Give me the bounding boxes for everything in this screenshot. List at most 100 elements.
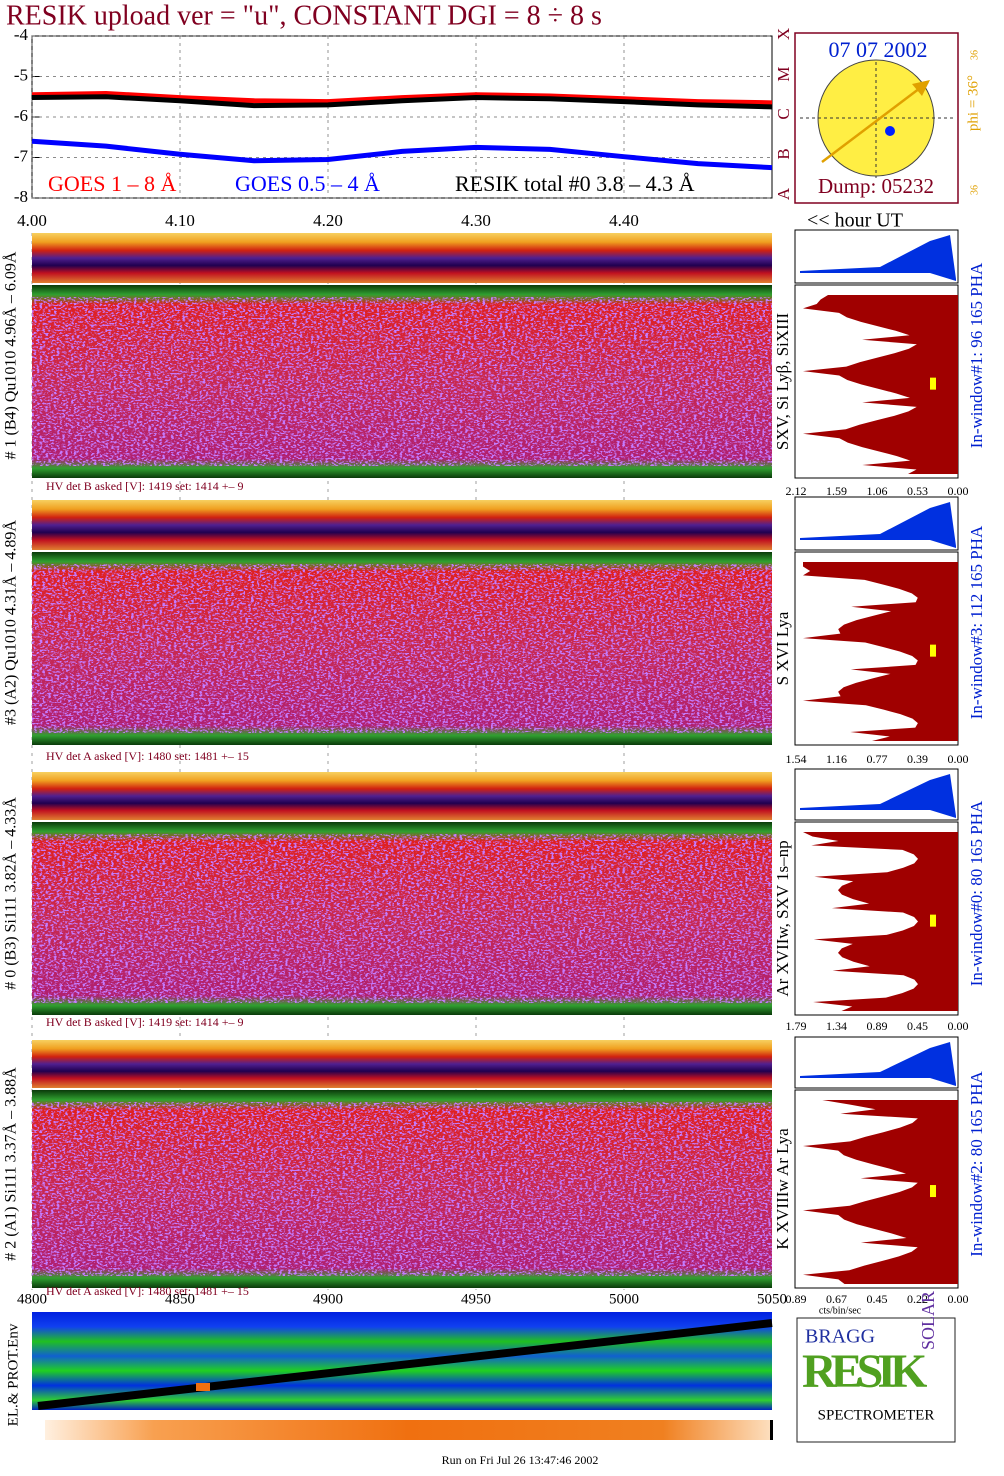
line-label: S XVI Lya: [773, 611, 792, 685]
class-label: A: [774, 187, 793, 200]
title: RESIK upload ver = "u", CONSTANT DGI = 8…: [6, 0, 602, 31]
spectrum: [803, 295, 958, 474]
window-label: In-window#3: 112 165 PHA: [967, 525, 986, 719]
pha-tick-label: 0.77: [867, 752, 888, 766]
y-tick-label: -6: [14, 106, 28, 125]
env-marker: [196, 1383, 210, 1391]
pha-tick-label: 0.53: [907, 484, 928, 498]
pha-tick-label: 1.16: [826, 752, 847, 766]
pha-counts: [800, 502, 956, 548]
class-label: X: [774, 28, 793, 40]
spectrum-marker: [930, 1185, 936, 1198]
y-tick-label: -5: [14, 65, 28, 84]
sun-scale: 36: [969, 50, 980, 60]
spectrum: [803, 562, 958, 741]
pha-tick-label: 0.45: [867, 1292, 888, 1306]
sun-date: 07 07 2002: [829, 37, 928, 62]
line-label: Ar XVIIw, SXV 1s–np: [773, 840, 792, 996]
logo-side: SOLAR: [918, 1291, 938, 1350]
sun-arrowhead: [912, 80, 930, 96]
pha-tick-label: 0.67: [826, 1292, 847, 1306]
spectrogram-noise: [32, 834, 772, 1003]
footer: Run on Fri Jul 26 13:47:46 2002: [442, 1453, 599, 1467]
pha-unit: cts/bin/sec: [819, 1305, 862, 1316]
pha-tick-label: 1.54: [786, 752, 807, 766]
pha-tick-label: 1.79: [786, 1019, 807, 1033]
spectrogram-noise: [32, 1102, 772, 1276]
pha-tick-label: 0.00: [948, 484, 969, 498]
bottom-tick-label: 4950: [461, 1291, 491, 1307]
pha-tick-label: 2.12: [786, 484, 807, 498]
window-label: In-window#2: 80 165 PHA: [967, 1070, 986, 1256]
logo-frame: [796, 1317, 956, 1443]
spectrogram-noise: [32, 297, 772, 466]
bottom-tick-label: 4800: [17, 1291, 47, 1307]
pha-counts: [800, 774, 956, 818]
logo-middle: RESIK: [802, 1345, 927, 1398]
y-tick-label: -4: [14, 25, 29, 44]
line: [31, 138, 773, 171]
spectrogram-band: [32, 772, 772, 820]
orange-bar-end: [770, 1420, 773, 1440]
pha-tick-label: 0.00: [948, 1019, 969, 1033]
legend-entry: GOES 1 – 8 Å: [48, 171, 176, 196]
x-tick-label: 4.20: [313, 211, 343, 230]
logo-bottom: SPECTROMETER: [818, 1407, 935, 1423]
pha-tick-label: 0.00: [948, 1292, 969, 1306]
pha-counts: [800, 1042, 956, 1086]
spectrogram-band: [32, 500, 772, 550]
sun-position: [885, 126, 895, 136]
panel-label: #3 (A2) Qu1010 4.31Å – 4.89Å: [2, 520, 20, 725]
orange-bar: [45, 1420, 772, 1440]
window-label: In-window#0: 80 165 PHA: [967, 800, 986, 986]
env-track: [37, 1319, 773, 1410]
sun-scale: 36: [969, 185, 980, 195]
spectrum-marker: [930, 377, 936, 390]
sun-dump: Dump: 05232: [818, 174, 934, 198]
panel-label: # 0 (B3) Si111 3.82Å – 4.33Å: [2, 797, 20, 990]
x-tick-label: 4.10: [165, 211, 195, 230]
hv-label: HV det B asked [V]: 1419 set: 1414 +– 9: [46, 1015, 244, 1029]
bottom-tick-label: 4850: [165, 1291, 195, 1307]
spectrum: [803, 832, 958, 1011]
class-label: B: [774, 148, 793, 159]
spectrogram-band: [32, 233, 772, 283]
hv-label: HV det A asked [V]: 1480 set: 1481 +– 15: [46, 1284, 249, 1298]
x-tick-label: 4.30: [461, 211, 491, 230]
sun-frame: [794, 32, 959, 204]
spectrogram-band: [32, 1040, 772, 1088]
hv-label: HV det A asked [V]: 1480 set: 1481 +– 15: [46, 749, 249, 763]
pha-counts: [800, 235, 956, 281]
spectrum-marker: [930, 644, 936, 657]
y-tick-label: -8: [14, 187, 28, 206]
panel-label: # 2 (A1) Si111 3.37Å – 3.88Å: [2, 1067, 20, 1261]
x-tick-label: 4.00: [17, 211, 47, 230]
pha-tick-label: 0.00: [948, 752, 969, 766]
sun-phi: phi = 36°: [965, 75, 981, 131]
bottom-tick-label: 5000: [609, 1291, 639, 1307]
spectrogram-noise: [32, 564, 772, 733]
pha-tick-label: 0.22: [907, 1292, 928, 1306]
pha-tick-label: 0.39: [907, 752, 928, 766]
x-tick-label: 4.40: [609, 211, 639, 230]
spectrum-marker: [930, 914, 936, 927]
line-label: K XVIIIw Ar Lya: [773, 1128, 792, 1250]
hv-label: HV det B asked [V]: 1419 set: 1414 +– 9: [46, 479, 244, 493]
time-label: << hour UT: [807, 210, 903, 232]
line-label: SXV, Si Lyβ, SiXIII: [773, 313, 792, 451]
line: [31, 94, 773, 110]
bottom-tick-label: 5050: [757, 1291, 787, 1307]
pha-tick-label: 1.59: [826, 484, 847, 498]
y-tick-label: -7: [14, 146, 29, 165]
env-label: EL.& PROT.Env: [5, 1323, 21, 1426]
pha-tick-label: 0.89: [786, 1292, 807, 1306]
pha-tick-label: 1.06: [867, 484, 888, 498]
pha-tick-label: 0.45: [907, 1019, 928, 1033]
class-label: M: [774, 66, 793, 81]
panel-label: # 1 (B4) Qu1010 4.96Å – 6.09Å: [2, 251, 20, 459]
sun-arrow: [821, 81, 929, 163]
line: [31, 91, 773, 106]
pha-tick-label: 1.34: [826, 1019, 847, 1033]
